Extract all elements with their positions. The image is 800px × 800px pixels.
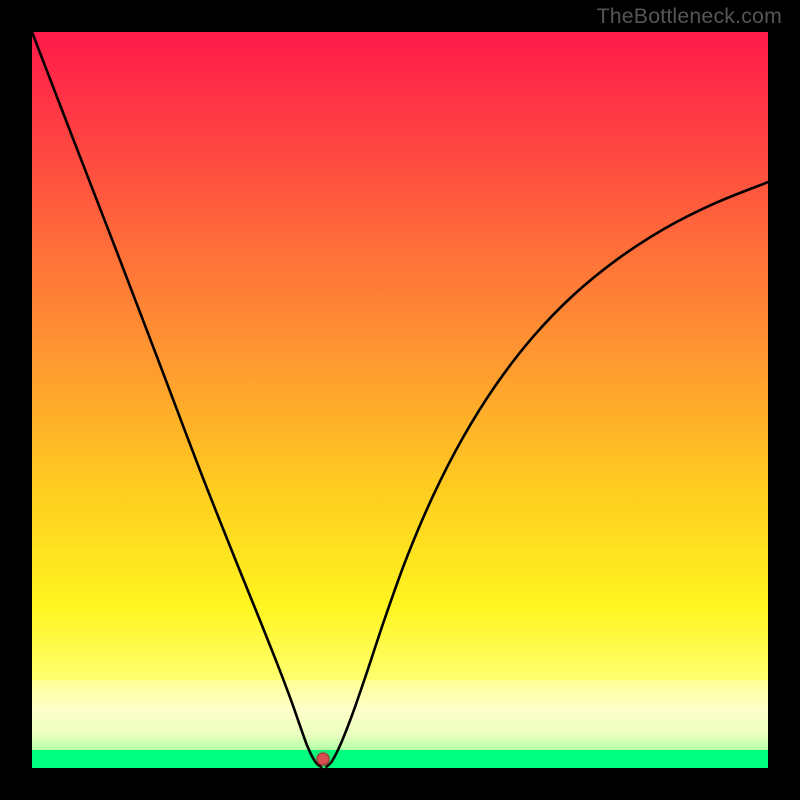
curve-left-branch bbox=[32, 32, 321, 767]
plot-area bbox=[32, 32, 768, 768]
plot-inner bbox=[32, 32, 768, 768]
optimal-marker bbox=[316, 753, 329, 766]
bottleneck-curve bbox=[32, 32, 768, 768]
watermark-text: TheBottleneck.com bbox=[597, 4, 782, 29]
curve-right-branch bbox=[326, 182, 768, 767]
